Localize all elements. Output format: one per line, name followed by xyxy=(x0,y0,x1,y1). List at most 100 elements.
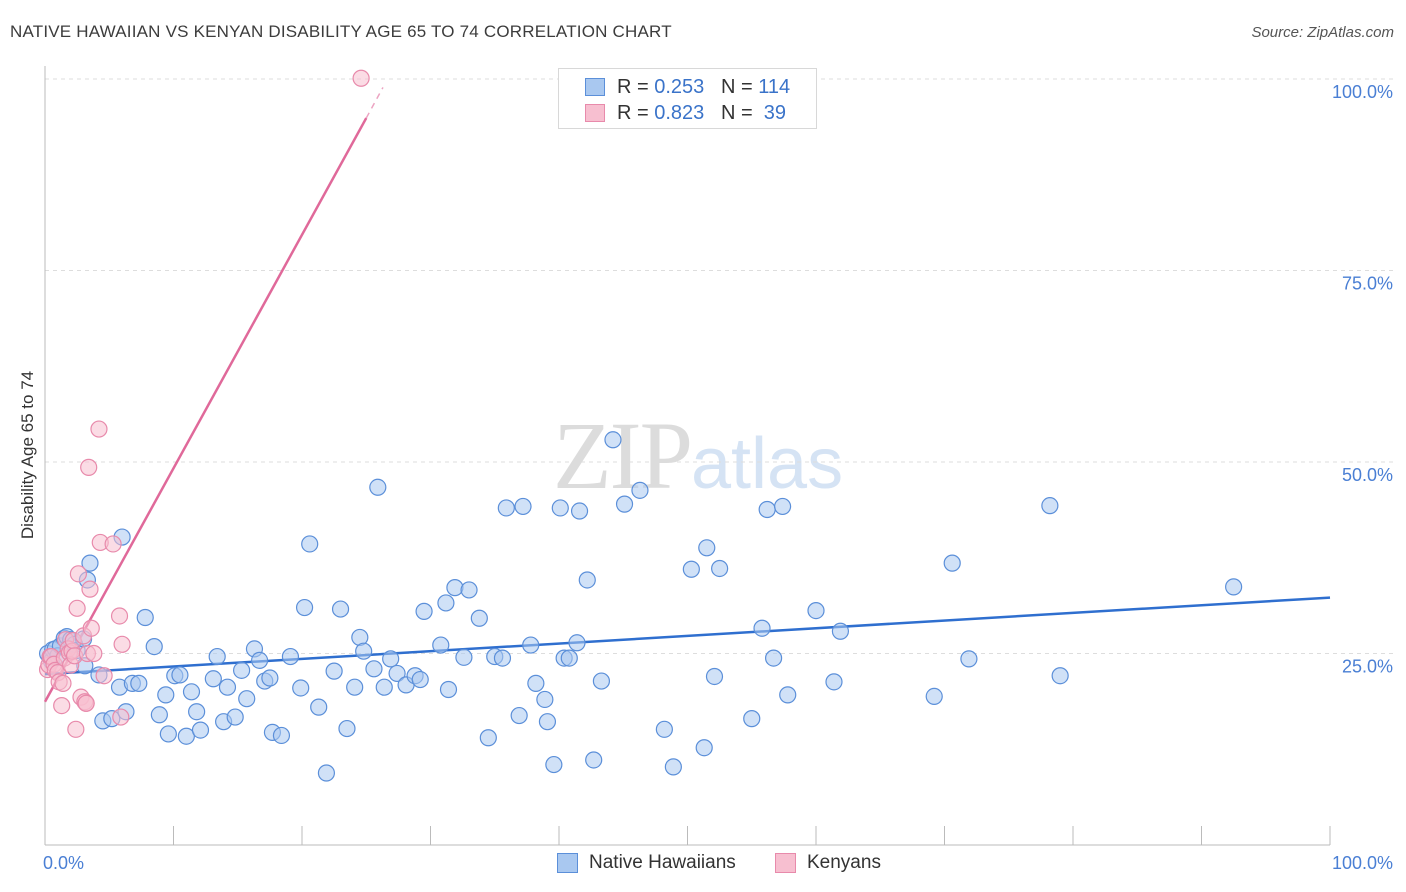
point-native-hawaiian xyxy=(331,600,350,618)
point-native-hawaiian xyxy=(171,666,189,684)
legend-r-label: R = xyxy=(617,76,655,98)
legend-r-value: 0.253 xyxy=(654,76,705,98)
point-native-hawaiian xyxy=(432,636,450,654)
point-native-hawaiian xyxy=(272,726,291,745)
legend-n-label: N = xyxy=(720,102,759,124)
point-native-hawaiian xyxy=(522,636,540,654)
point-native-hawaiian xyxy=(233,661,251,679)
point-native-hawaiian xyxy=(439,680,458,699)
point-native-hawaiian xyxy=(310,698,328,716)
point-native-hawaiian xyxy=(758,500,776,519)
point-native-hawaiian xyxy=(773,497,792,516)
point-kenyan xyxy=(68,599,86,617)
point-native-hawaiian xyxy=(925,687,943,705)
point-native-hawaiian xyxy=(560,649,578,667)
point-native-hawaiian xyxy=(238,690,256,708)
point-native-hawaiian xyxy=(338,719,356,738)
point-native-hawaiian xyxy=(705,667,724,686)
point-native-hawaiian xyxy=(159,725,177,743)
point-native-hawaiian xyxy=(497,499,515,517)
y-tick-label: 25.0% xyxy=(1342,657,1393,677)
point-kenyan xyxy=(104,535,122,553)
point-native-hawaiian xyxy=(570,502,589,520)
point-native-hawaiian xyxy=(446,579,464,597)
point-native-hawaiian xyxy=(455,648,473,666)
point-native-hawaiian xyxy=(631,481,649,499)
point-native-hawaiian xyxy=(188,703,206,721)
point-native-hawaiian xyxy=(831,622,850,640)
watermark: ZIPatlas xyxy=(553,400,843,511)
point-native-hawaiian xyxy=(960,650,978,668)
point-kenyan xyxy=(110,607,129,625)
legend-row-kenyans: R = 0.823 N = 39 xyxy=(585,102,786,126)
point-kenyan xyxy=(90,420,108,438)
y-axis-label: Disability Age 65 to 74 xyxy=(18,371,37,539)
point-native-hawaiian xyxy=(779,686,797,704)
point-native-hawaiian xyxy=(317,764,336,782)
point-native-hawaiian xyxy=(655,720,673,738)
point-native-hawaiian xyxy=(682,560,700,578)
point-kenyan xyxy=(80,458,98,476)
watermark-atlas: atlas xyxy=(691,424,844,504)
point-native-hawaiian xyxy=(695,739,713,757)
trend-line-kenyans xyxy=(43,117,368,703)
point-native-hawaiian xyxy=(698,539,716,557)
point-native-hawaiian xyxy=(177,727,195,745)
legend-swatch-blue xyxy=(585,78,605,96)
point-native-hawaiian xyxy=(510,706,528,725)
point-native-hawaiian xyxy=(1041,497,1059,515)
point-native-hawaiian xyxy=(130,674,148,692)
legend-label: Kenyans xyxy=(807,852,881,873)
point-native-hawaiian xyxy=(281,647,300,666)
point-native-hawaiian xyxy=(479,729,497,747)
point-native-hawaiian xyxy=(208,647,226,666)
point-native-hawaiian xyxy=(295,598,314,617)
point-kenyan xyxy=(85,644,103,663)
point-kenyan xyxy=(69,565,88,583)
data-points xyxy=(38,69,1243,782)
point-native-hawaiian xyxy=(538,713,557,731)
point-native-hawaiian xyxy=(743,710,761,728)
legend-n-value: 114 xyxy=(758,76,791,98)
legend-row-native-hawaiians: R = 0.253 N = 114 xyxy=(585,76,790,100)
point-native-hawaiian xyxy=(1225,578,1243,596)
watermark-zip: ZIP xyxy=(553,402,693,509)
point-kenyan xyxy=(112,708,130,726)
point-native-hawaiian xyxy=(604,431,622,449)
legend-swatch-pink xyxy=(775,853,796,873)
point-native-hawaiian xyxy=(375,678,393,696)
x-tick-label: 0.0% xyxy=(43,853,84,873)
point-native-hawaiian xyxy=(943,554,961,572)
point-native-hawaiian xyxy=(470,609,488,627)
point-native-hawaiian xyxy=(382,650,400,668)
legend-r-value: 0.823 xyxy=(654,102,705,124)
point-native-hawaiian xyxy=(664,758,682,776)
point-native-hawaiian xyxy=(81,554,99,572)
point-native-hawaiian xyxy=(493,649,512,667)
point-native-hawaiian xyxy=(568,634,586,652)
point-native-hawaiian xyxy=(218,678,237,696)
point-native-hawaiian xyxy=(136,608,154,627)
point-kenyan xyxy=(82,619,100,637)
point-native-hawaiian xyxy=(807,602,825,620)
legend-n-value: 39 xyxy=(758,102,787,124)
point-native-hawaiian xyxy=(346,678,364,696)
point-native-hawaiian xyxy=(204,670,222,688)
point-native-hawaiian xyxy=(578,571,596,589)
trend-lines xyxy=(43,87,1331,703)
point-kenyan xyxy=(352,69,370,87)
point-native-hawaiian xyxy=(182,683,201,701)
point-native-hawaiian xyxy=(711,559,729,578)
point-native-hawaiian xyxy=(551,499,569,517)
point-native-hawaiian xyxy=(514,497,532,516)
point-native-hawaiian xyxy=(411,670,429,689)
point-native-hawaiian xyxy=(1051,667,1069,685)
point-native-hawaiian xyxy=(325,662,343,680)
point-kenyan xyxy=(95,667,113,685)
point-native-hawaiian xyxy=(250,651,269,669)
legend-swatch-blue xyxy=(557,853,578,873)
point-native-hawaiian xyxy=(527,674,545,692)
point-kenyan xyxy=(77,694,95,712)
legend-n-label: N = xyxy=(720,76,759,98)
point-native-hawaiian xyxy=(585,751,603,769)
